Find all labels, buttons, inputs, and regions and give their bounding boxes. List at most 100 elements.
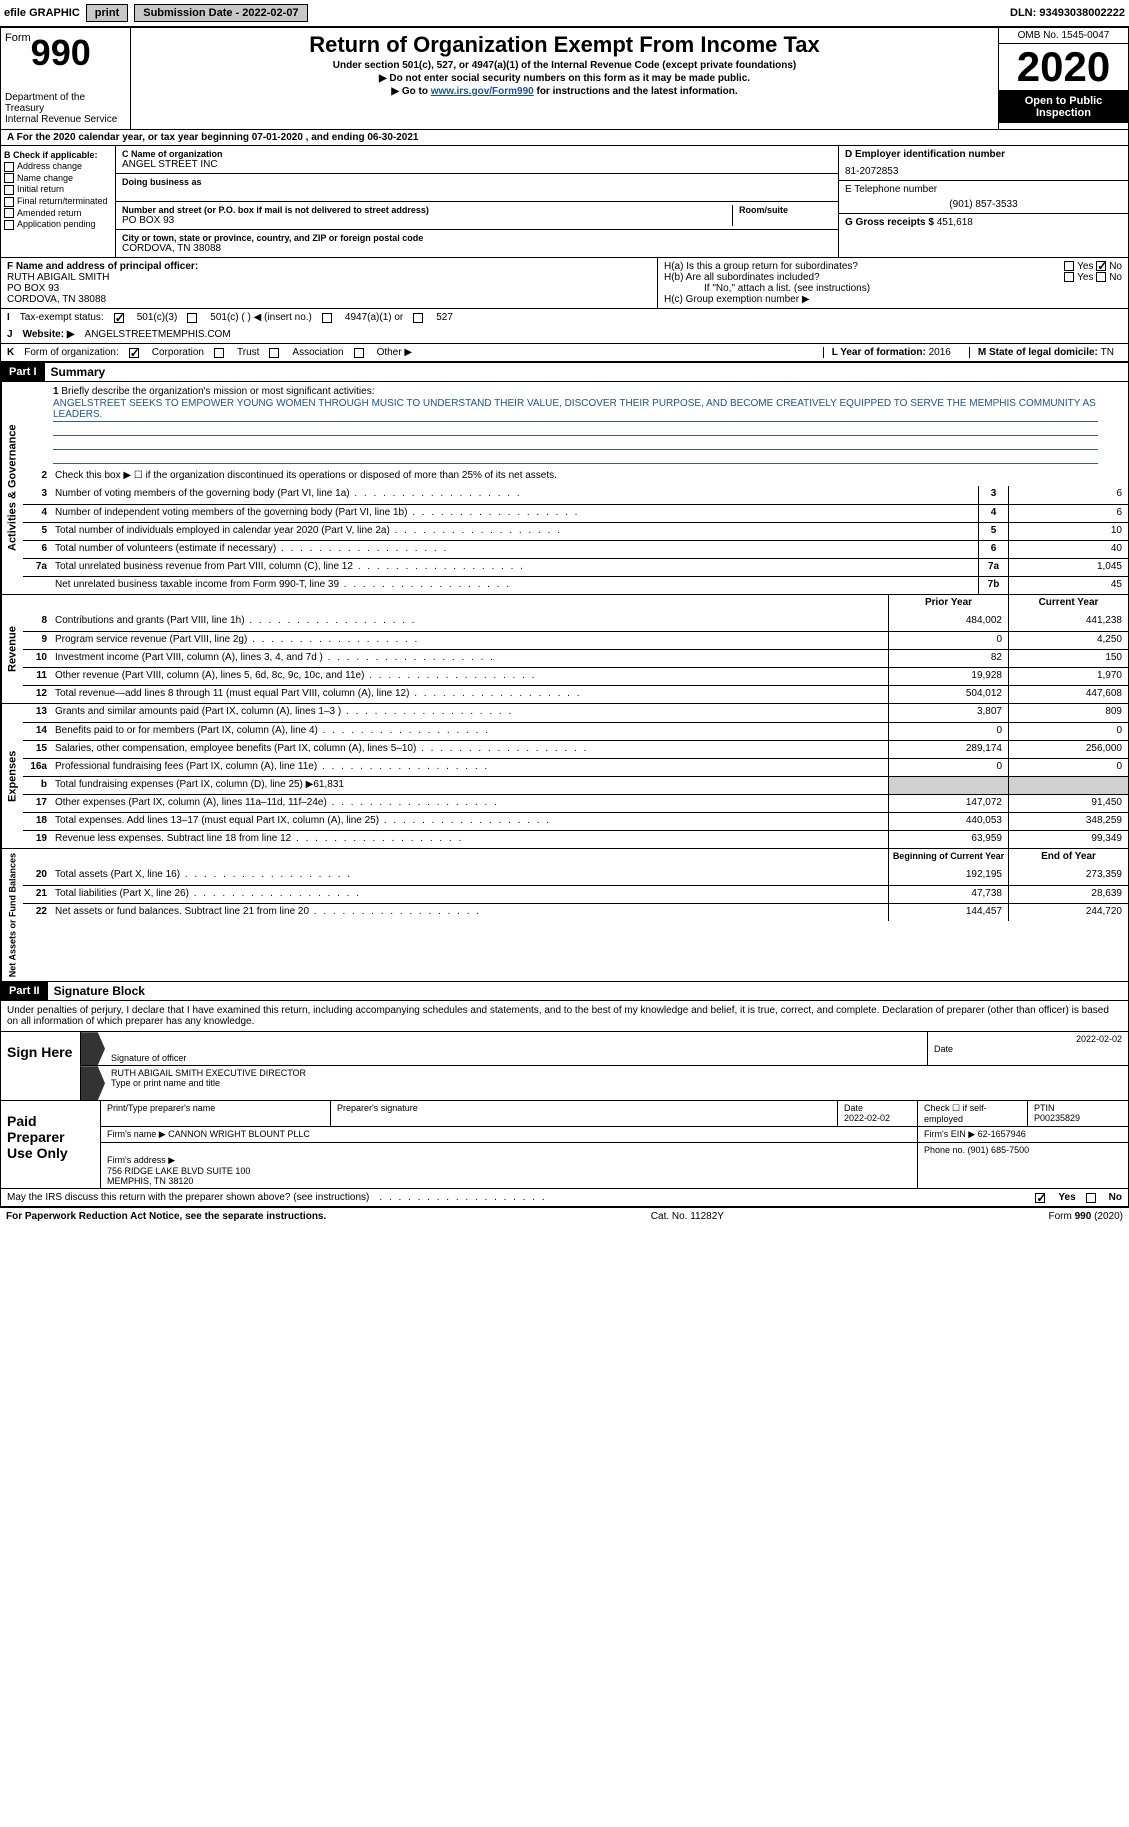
i-label: I [7,312,10,323]
table-row: 22Net assets or fund balances. Subtract … [23,903,1128,921]
chk-name-change[interactable]: Name change [4,173,112,184]
table-row: bTotal fundraising expenses (Part IX, co… [23,776,1128,794]
hb-label: H(b) Are all subordinates included? [664,272,820,283]
table-row: 17Other expenses (Part IX, column (A), l… [23,794,1128,812]
chk-501c3[interactable] [114,313,124,323]
ha-no[interactable] [1096,261,1106,271]
street-label: Number and street (or P.O. box if mail i… [122,205,732,215]
gross-receipts-label: G Gross receipts $ [845,217,937,228]
discuss-no[interactable] [1086,1193,1096,1203]
efile-label: efile GRAPHIC [4,7,80,19]
prep-date-hdr: Date [844,1103,911,1113]
arrow-icon [81,1032,105,1065]
side-revenue: Revenue [1,595,23,703]
chk-amended-return[interactable]: Amended return [4,208,112,219]
state-domicile: TN [1101,347,1114,358]
discuss-row: May the IRS discuss this return with the… [0,1189,1129,1207]
table-row: 10Investment income (Part VIII, column (… [23,649,1128,667]
ein-value: 81-2072853 [845,166,1122,177]
table-row: 20Total assets (Part X, line 16)192,1952… [23,867,1128,885]
paid-preparer-label: Paid Preparer Use Only [1,1101,101,1188]
side-expenses: Expenses [1,704,23,848]
submission-date-button[interactable]: Submission Date - 2022-02-07 [134,4,307,22]
part-ii-title: Signature Block [48,984,145,998]
chk-final-return[interactable]: Final return/terminated [4,196,112,207]
col-deg: D Employer identification number 81-2072… [838,146,1128,257]
hc-label: H(c) Group exemption number ▶ [664,294,1122,305]
mission-text: ANGELSTREET SEEKS TO EMPOWER YOUNG WOMEN… [53,397,1098,422]
website-label: Website: ▶ [23,329,75,340]
ha-label: H(a) Is this a group return for subordin… [664,261,858,272]
table-row: 9Program service revenue (Part VIII, lin… [23,631,1128,649]
phone-value: (901) 857-3533 [845,199,1122,210]
open-to-public: Open to Public Inspection [999,91,1128,123]
group-return: H(a) Is this a group return for subordin… [658,258,1128,308]
table-row: 11Other revenue (Part VIII, column (A), … [23,667,1128,685]
mission-blank-3 [53,450,1098,464]
firm-addr-label: Firm's address ▶ [107,1155,175,1165]
discuss-yes[interactable] [1035,1193,1045,1203]
prep-sig-hdr: Preparer's signature [331,1101,838,1126]
line-a-tax-year: A For the 2020 calendar year, or tax yea… [0,130,1129,146]
chk-501c[interactable] [187,313,197,323]
table-row: 4Number of independent voting members of… [23,504,1128,522]
gross-receipts-value: 451,618 [937,217,973,228]
col-c-org-info: C Name of organization ANGEL STREET INC … [116,146,838,257]
footer-left: For Paperwork Reduction Act Notice, see … [6,1211,326,1222]
chk-other[interactable] [354,348,364,358]
page-footer: For Paperwork Reduction Act Notice, see … [0,1207,1129,1225]
section-bcdeg: B Check if applicable: Address change Na… [0,146,1129,258]
table-row: 7aTotal unrelated business revenue from … [23,558,1128,576]
hb-note: If "No," attach a list. (see instruction… [664,283,1122,294]
chk-corp[interactable] [129,348,139,358]
expenses-block: Expenses 13Grants and similar amounts pa… [0,704,1129,849]
year-formation: 2016 [929,347,951,358]
chk-application-pending[interactable]: Application pending [4,219,112,230]
part-ii-hdr: Part II [1,982,48,1000]
hb-yes[interactable] [1064,272,1074,282]
website-value: ANGELSTREETMEMPHIS.COM [85,329,231,340]
firm-name-label: Firm's name ▶ [107,1129,166,1139]
chk-trust[interactable] [214,348,224,358]
part-i: Part I Summary [0,363,1129,382]
chk-initial-return[interactable]: Initial return [4,184,112,195]
header-right: OMB No. 1545-0047 2020 Open to Public In… [998,28,1128,129]
sig-officer-label: Signature of officer [111,1053,186,1063]
table-row: 6Total number of volunteers (estimate if… [23,540,1128,558]
table-row: 19Revenue less expenses. Subtract line 1… [23,830,1128,848]
firm-name: CANNON WRIGHT BLOUNT PLLC [168,1129,310,1139]
header-left: Form990 Department of the Treasury Inter… [1,28,131,129]
firm-phone-label: Phone no. [924,1145,968,1155]
prep-name-hdr: Print/Type preparer's name [101,1101,331,1126]
chk-address-change[interactable]: Address change [4,161,112,172]
table-row: 8Contributions and grants (Part VIII, li… [23,613,1128,631]
form-label: Form [5,32,31,44]
section-fh: F Name and address of principal officer:… [0,258,1129,309]
c-name-label: C Name of organization [122,149,832,159]
chk-4947[interactable] [322,313,332,323]
print-button[interactable]: print [86,4,128,22]
ha-yes[interactable] [1064,261,1074,271]
chk-527[interactable] [413,313,423,323]
top-bar: efile GRAPHIC print Submission Date - 20… [0,0,1129,26]
omb-number: OMB No. 1545-0047 [999,28,1128,44]
k-label: K [7,347,14,358]
governance-block: Activities & Governance 1 Briefly descri… [0,382,1129,595]
ein-label: D Employer identification number [845,149,1122,160]
table-row: 18Total expenses. Add lines 13–17 (must … [23,812,1128,830]
instructions-link[interactable]: www.irs.gov/Form990 [431,86,534,97]
prep-date-val: 2022-02-02 [844,1113,911,1123]
chk-assoc[interactable] [269,348,279,358]
part-ii: Part II Signature Block [0,982,1129,1001]
hb-no[interactable] [1096,272,1106,282]
mission-blank-1 [53,422,1098,436]
dept-label: Department of the Treasury Internal Reve… [5,92,126,125]
form-title: Return of Organization Exempt From Incom… [139,32,990,58]
website-row: J Website: ▶ ANGELSTREETMEMPHIS.COM [0,326,1129,344]
note-instructions: Go to www.irs.gov/Form990 for instructio… [139,86,990,97]
table-row: 15Salaries, other compensation, employee… [23,740,1128,758]
firm-ein-label: Firm's EIN ▶ [924,1129,975,1139]
sign-here-block: Sign Here Signature of officer 2022-02-0… [0,1032,1129,1101]
ptin-val: P00235829 [1034,1113,1122,1123]
phone-label: E Telephone number [845,184,1122,195]
